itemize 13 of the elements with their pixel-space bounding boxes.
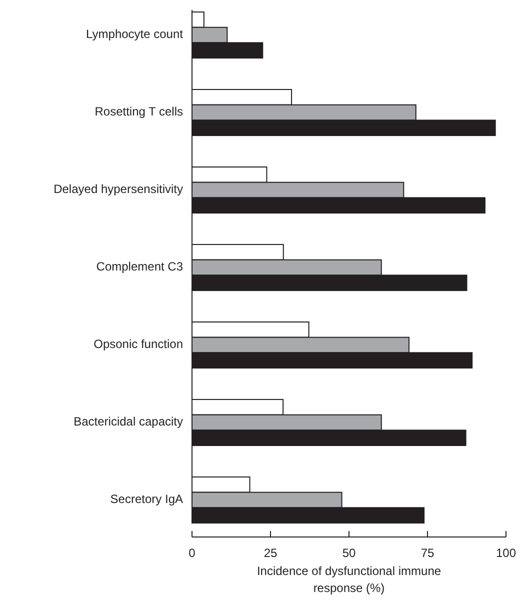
y-tick-label: Secretory IgA xyxy=(110,492,183,506)
x-tick-label: 25 xyxy=(264,546,278,560)
y-tick-label: Bactericidal capacity xyxy=(74,414,183,429)
y-tick-label: Rosetting T cells xyxy=(94,104,183,119)
x-tick-label: 75 xyxy=(420,546,434,560)
x-tick-label: 50 xyxy=(342,546,356,560)
x-axis-title: Incidence of dysfunctional immune response (%) xyxy=(256,564,442,595)
y-tick-label: Opsonic function xyxy=(94,337,183,352)
x-tick-label: 0 xyxy=(188,546,196,560)
x-tick-label: 100 xyxy=(496,546,516,560)
y-tick-label: Complement C3 xyxy=(96,260,184,274)
y-tick-label: Delayed hypersensitivity xyxy=(54,182,183,196)
y-tick-label: Lymphocyte count xyxy=(86,27,184,42)
